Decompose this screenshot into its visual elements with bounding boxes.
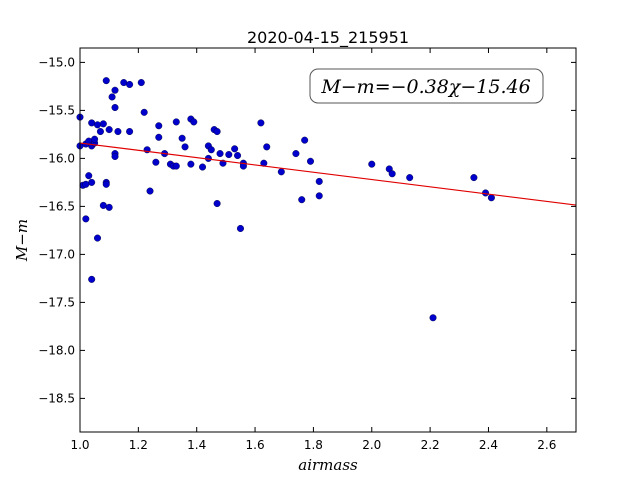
data-point xyxy=(94,234,102,242)
y-tick-label: −17.5 xyxy=(38,295,75,309)
data-point xyxy=(126,80,134,88)
y-tick-label: −16.0 xyxy=(38,151,75,165)
x-axis-ticks: 1.0 1.2 1.4 1.6 1.8 2.0 2.2 2.4 2.6 xyxy=(70,48,556,452)
data-point xyxy=(88,119,96,127)
plot-frame xyxy=(79,47,577,433)
data-point xyxy=(470,174,478,182)
legend-box xyxy=(309,68,544,104)
data-point xyxy=(111,104,119,112)
data-point xyxy=(102,77,110,85)
data-point xyxy=(152,158,160,166)
data-point xyxy=(292,150,300,158)
data-point xyxy=(406,174,414,182)
y-axis-ticks: −15.0 −15.5 −16.0 −16.5 −17.0 −17.5 −18.0 −18.5 xyxy=(38,55,576,405)
data-point xyxy=(155,133,163,141)
data-point xyxy=(187,160,195,168)
x-tick-label: 1.0 xyxy=(70,438,89,452)
data-point xyxy=(102,180,110,188)
data-point xyxy=(88,275,96,283)
y-tick-label: −15.0 xyxy=(38,55,75,69)
y-tick-label: −15.5 xyxy=(38,103,75,117)
x-tick-label: 2.6 xyxy=(537,438,556,452)
data-point xyxy=(263,143,271,151)
data-point xyxy=(234,152,242,160)
x-tick-label: 1.2 xyxy=(129,438,148,452)
data-point xyxy=(111,152,119,160)
data-point xyxy=(88,178,96,186)
data-point xyxy=(172,118,180,126)
data-point xyxy=(199,163,207,171)
plot-area xyxy=(80,48,576,432)
data-point xyxy=(213,200,221,208)
data-point xyxy=(105,203,113,211)
data-point xyxy=(306,157,314,165)
data-point xyxy=(96,128,104,136)
data-point xyxy=(137,79,145,87)
data-point xyxy=(108,93,116,101)
x-tick-label: 2.2 xyxy=(421,438,440,452)
y-tick-label: −17.0 xyxy=(38,247,75,261)
x-tick-label: 1.4 xyxy=(187,438,206,452)
data-point xyxy=(213,128,221,136)
data-point xyxy=(126,128,134,136)
fit-line xyxy=(79,142,577,206)
data-point xyxy=(216,150,224,158)
data-point xyxy=(231,145,239,153)
x-tick-label: 1.8 xyxy=(304,438,323,452)
x-tick-label: 1.6 xyxy=(246,438,265,452)
y-tick-label: −16.5 xyxy=(38,199,75,213)
data-point xyxy=(111,86,119,94)
data-point xyxy=(146,187,154,195)
x-tick-label: 2.0 xyxy=(362,438,381,452)
data-point xyxy=(114,128,122,136)
chart-title: 2020-04-15_215951 xyxy=(247,28,409,48)
data-point xyxy=(99,120,107,128)
data-point xyxy=(257,119,265,127)
data-point xyxy=(368,160,376,168)
data-point xyxy=(181,143,189,151)
data-point xyxy=(298,196,306,204)
y-axis-label: M−m xyxy=(13,219,31,262)
data-point xyxy=(315,192,323,200)
data-point xyxy=(91,135,99,143)
fit-equation: M−m=−0.38χ−15.46 xyxy=(320,76,530,98)
data-point xyxy=(225,151,233,159)
y-tick-label: −18.0 xyxy=(38,343,75,357)
data-point xyxy=(85,172,93,180)
data-point xyxy=(487,194,495,202)
data-point xyxy=(301,136,309,144)
data-point xyxy=(239,162,247,170)
data-point xyxy=(429,314,437,322)
x-tick-label: 2.4 xyxy=(479,438,498,452)
data-point xyxy=(172,162,180,170)
y-tick-label: −18.5 xyxy=(38,391,75,405)
data-point xyxy=(388,170,396,178)
data-point xyxy=(94,121,102,129)
data-point xyxy=(105,126,113,134)
data-point xyxy=(155,122,163,130)
data-point xyxy=(315,177,323,185)
data-point xyxy=(277,168,285,176)
data-point xyxy=(207,146,215,154)
data-point xyxy=(236,224,244,232)
data-point xyxy=(140,108,148,116)
data-point xyxy=(178,134,186,142)
data-point xyxy=(99,201,107,209)
x-axis-label: airmass xyxy=(298,456,358,474)
data-point xyxy=(82,215,90,223)
data-point xyxy=(82,180,90,188)
data-point xyxy=(190,118,198,126)
equation-legend: M−m=−0.38χ−15.46 xyxy=(309,68,544,104)
data-point xyxy=(120,79,128,87)
